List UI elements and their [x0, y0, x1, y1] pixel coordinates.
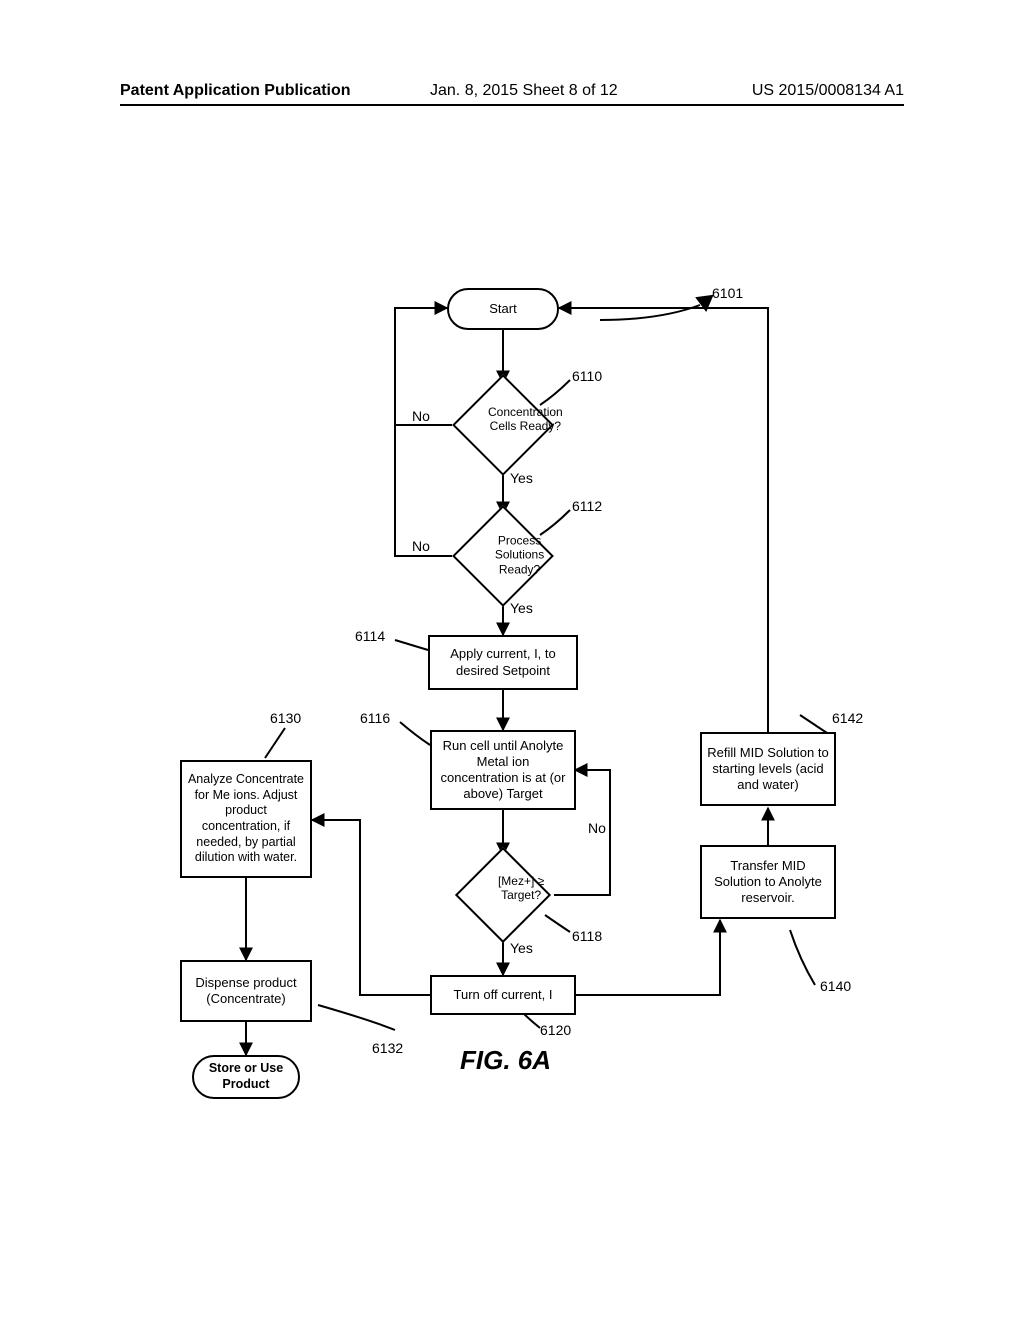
end-terminal: Store or Use Product: [192, 1055, 300, 1099]
header-center: Jan. 8, 2015 Sheet 8 of 12: [430, 82, 618, 100]
process-6116: Run cell until Anolyte Metal ion concent…: [430, 730, 576, 810]
start-terminal: Start: [447, 288, 559, 330]
process-6130: Analyze Concentrate for Me ions. Adjust …: [180, 760, 312, 878]
process-6142-label: Refill MID Solution to starting levels (…: [706, 745, 830, 794]
callout-6132: 6132: [372, 1040, 403, 1056]
decision-6110: Concentration Cells Ready?: [452, 374, 554, 476]
process-6130-label: Analyze Concentrate for Me ions. Adjust …: [186, 772, 306, 866]
figure-title: FIG. 6A: [460, 1045, 551, 1076]
decision-6112: Process Solutions Ready?: [452, 505, 554, 607]
callout-6116: 6116: [360, 710, 390, 726]
header-rule: [120, 104, 904, 106]
no-label-6112: No: [412, 538, 430, 554]
callout-6112: 6112: [572, 498, 602, 514]
header-left: Patent Application Publication: [120, 82, 351, 100]
page: Patent Application Publication Jan. 8, 2…: [0, 0, 1024, 1320]
decision-6118: [Mez+] ≥ Target?: [455, 847, 551, 943]
process-6114: Apply current, I, to desired Setpoint: [428, 635, 578, 690]
process-6116-label: Run cell until Anolyte Metal ion concent…: [436, 738, 570, 803]
callout-6110: 6110: [572, 368, 602, 384]
process-6132: Dispense product (Concentrate): [180, 960, 312, 1022]
callout-6118: 6118: [572, 928, 602, 944]
callout-6120: 6120: [540, 1022, 571, 1038]
process-6114-label: Apply current, I, to desired Setpoint: [434, 646, 572, 679]
decision-6112-label: Process Solutions Ready?: [475, 533, 565, 576]
yes-label-6112: Yes: [510, 600, 533, 616]
process-6120: Turn off current, I: [430, 975, 576, 1015]
decision-6110-label: Concentration Cells Ready?: [479, 405, 571, 434]
no-label-6118: No: [588, 820, 606, 836]
process-6140: Transfer MID Solution to Anolyte reservo…: [700, 845, 836, 919]
process-6120-label: Turn off current, I: [454, 987, 553, 1003]
process-6142: Refill MID Solution to starting levels (…: [700, 732, 836, 806]
callout-6101: 6101: [712, 285, 743, 301]
decision-6118-label: [Mez+] ≥ Target?: [481, 874, 561, 903]
yes-label-6110: Yes: [510, 470, 533, 486]
process-6132-label: Dispense product (Concentrate): [186, 975, 306, 1008]
process-6140-label: Transfer MID Solution to Anolyte reservo…: [706, 858, 830, 907]
callout-6114: 6114: [355, 628, 385, 644]
header-right: US 2015/0008134 A1: [752, 82, 904, 100]
callout-6140: 6140: [820, 978, 851, 994]
callout-6130: 6130: [270, 710, 301, 726]
yes-label-6118: Yes: [510, 940, 533, 956]
callout-6142: 6142: [832, 710, 863, 726]
end-label: Store or Use Product: [198, 1061, 294, 1092]
no-label-6110: No: [412, 408, 430, 424]
start-label: Start: [489, 301, 516, 317]
